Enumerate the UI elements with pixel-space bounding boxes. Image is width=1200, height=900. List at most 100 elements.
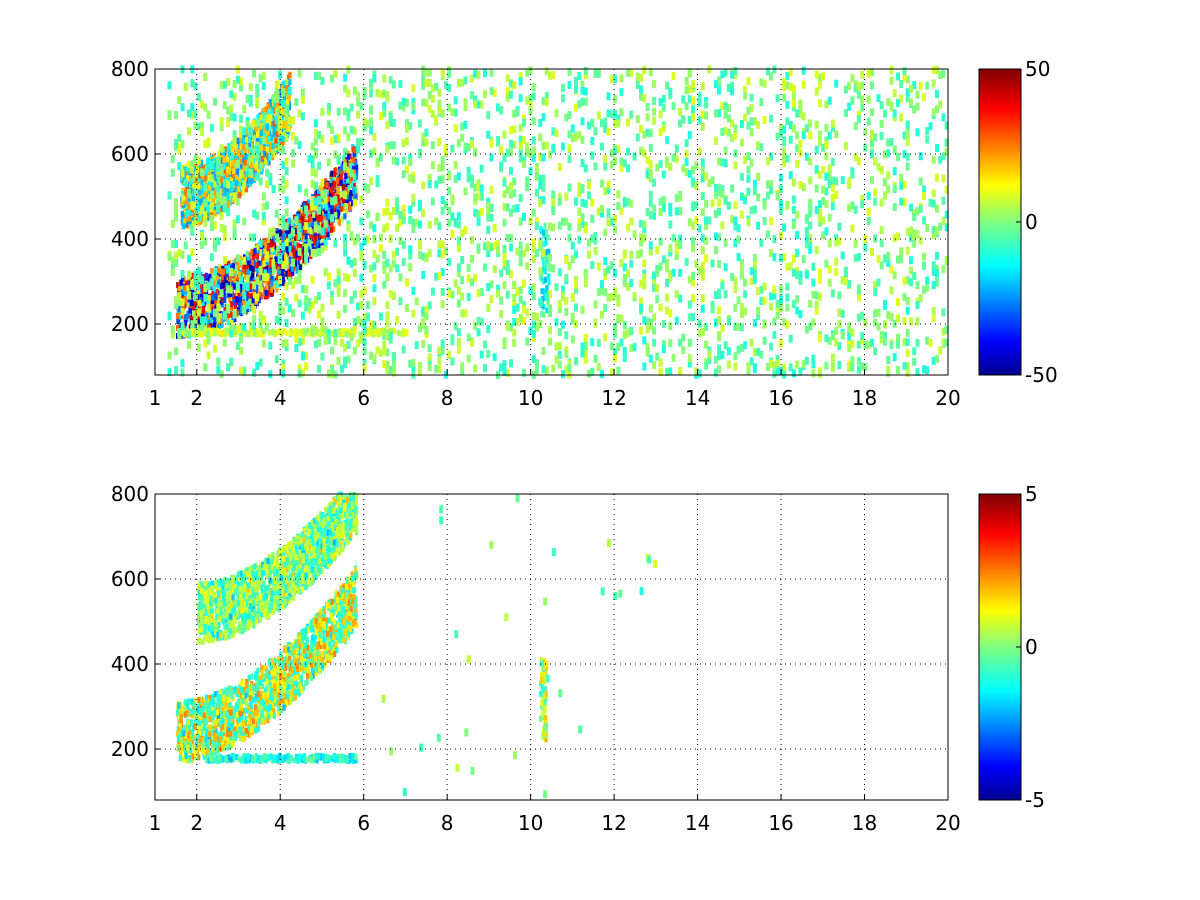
top-heatmap-cell (184, 297, 188, 304)
top-noise-cell (535, 313, 539, 321)
top-heatmap-cell (270, 280, 274, 287)
top-heatmap-cell (232, 168, 236, 175)
top-noise-cell (603, 117, 608, 126)
top-noise-cell (749, 104, 754, 113)
top-heatmap-cell (266, 243, 270, 250)
top-heatmap-cell (225, 173, 229, 180)
top-noise-cell (336, 310, 341, 319)
top-noise-cell (639, 219, 644, 228)
top-heatmap-cell (237, 290, 241, 297)
top-noise-cell (925, 336, 930, 345)
top-heatmap-cell (273, 101, 277, 107)
top-heatmap-cell (236, 186, 240, 192)
top-noise-cell (320, 135, 325, 144)
top-heatmap-cell (348, 329, 353, 336)
top-noise-cell (382, 265, 387, 274)
top-heatmap-cell (242, 263, 247, 270)
top-noise-cell (583, 348, 588, 357)
top-heatmap-cell (199, 331, 203, 338)
top-noise-cell (395, 223, 400, 232)
top-noise-cell (512, 125, 517, 134)
top-noise-cell (674, 290, 679, 299)
top-heatmap-cell (348, 204, 352, 211)
top-heatmap-cell (289, 239, 293, 246)
top-heatmap-cell (246, 296, 250, 303)
top-noise-cell (587, 250, 591, 259)
top-noise-cell (639, 146, 644, 155)
top-noise-cell (525, 243, 530, 252)
top-noise-cell (899, 182, 904, 190)
top-noise-cell (180, 322, 185, 331)
top-noise-cell (661, 255, 666, 264)
top-heatmap-cell (231, 171, 235, 178)
top-noise-cell (209, 124, 214, 133)
top-heatmap-cell (250, 161, 254, 168)
top-heatmap-cell (272, 131, 276, 138)
top-heatmap-cell (265, 124, 269, 131)
top-noise-cell (196, 267, 201, 276)
top-heatmap-cell (291, 330, 295, 337)
top-noise-cell (535, 366, 539, 375)
top-noise-cell (297, 299, 302, 308)
top-noise-cell (635, 133, 640, 142)
top-heatmap-cell (182, 279, 186, 286)
top-noise-cell (743, 86, 748, 94)
top-heatmap-cell (246, 265, 250, 272)
top-noise-cell (499, 363, 504, 372)
top-heatmap-cell (267, 158, 271, 165)
top-heatmap-cell (281, 234, 285, 241)
top-noise-cell (905, 88, 910, 97)
top-heatmap-cell (539, 275, 543, 282)
top-noise-cell (398, 236, 403, 245)
top-noise-cell (645, 113, 650, 122)
top-noise-cell (678, 294, 683, 303)
top-noise-cell (417, 324, 422, 333)
top-noise-cell (606, 127, 611, 136)
top-noise-cell (512, 109, 517, 118)
top-noise-cell (456, 220, 461, 229)
top-noise-cell (404, 278, 409, 287)
top-heatmap-cell (332, 171, 337, 178)
top-noise-cell (489, 203, 494, 212)
top-noise-cell (440, 68, 445, 77)
top-heatmap-cell (198, 286, 202, 293)
top-heatmap-cell (244, 186, 248, 193)
top-noise-cell (395, 247, 400, 256)
top-heatmap-cell (198, 215, 202, 222)
top-heatmap-cell (199, 294, 203, 300)
top-noise-cell (785, 71, 790, 80)
top-noise-cell (382, 341, 387, 349)
top-heatmap-cell (196, 202, 200, 209)
top-noise-cell (665, 81, 670, 90)
top-noise-cell (775, 354, 780, 363)
top-heatmap-cell (255, 262, 259, 269)
top-noise-cell (606, 293, 611, 302)
top-heatmap-cell (279, 327, 283, 334)
top-noise-cell (687, 95, 692, 104)
top-noise-cell (424, 79, 429, 88)
top-noise-cell (788, 121, 793, 129)
top-noise-cell (187, 341, 191, 349)
top-heatmap-cell (285, 85, 289, 91)
top-noise-cell (297, 231, 302, 240)
top-noise-cell (203, 183, 208, 192)
top-heatmap-cell (257, 169, 261, 176)
top-heatmap-cell (263, 155, 268, 162)
top-heatmap-cell (183, 313, 187, 320)
top-noise-cell (528, 167, 533, 176)
top-noise-cell (896, 152, 900, 161)
top-noise-cell (847, 102, 852, 111)
top-heatmap-cell (292, 223, 296, 230)
top-noise-cell (486, 303, 491, 312)
top-heatmap-cell (259, 114, 263, 121)
top-noise-cell (817, 334, 822, 343)
top-noise-cell (430, 161, 435, 170)
top-heatmap-cell (355, 186, 359, 193)
top-noise-cell (791, 300, 796, 309)
top-noise-cell (408, 154, 413, 162)
top-heatmap-cell (194, 306, 198, 313)
top-noise-cell (749, 93, 754, 102)
top-heatmap-cell (352, 183, 356, 190)
top-heatmap-cell (340, 328, 344, 335)
top-heatmap-cell (248, 298, 252, 305)
